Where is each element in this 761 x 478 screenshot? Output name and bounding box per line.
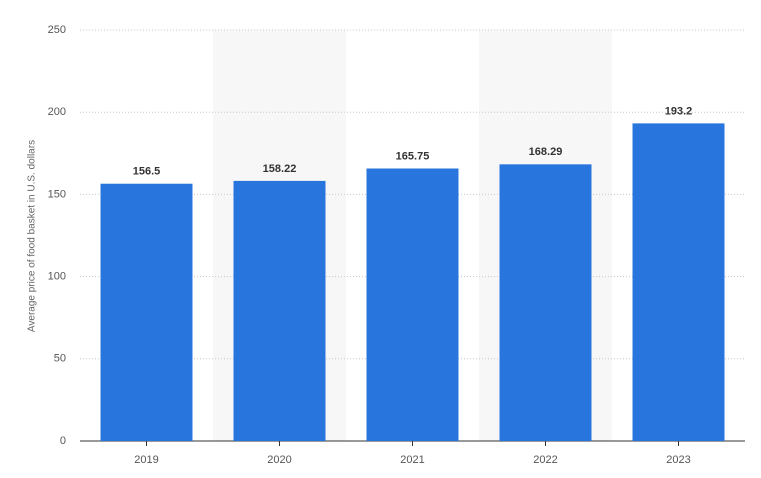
- value-label: 168.29: [529, 146, 563, 158]
- x-tick-label: 2021: [400, 454, 424, 466]
- y-tick-label: 100: [48, 271, 66, 283]
- x-tick-label: 2022: [533, 454, 557, 466]
- y-tick-label: 200: [48, 106, 66, 118]
- y-axis-label: Average price of food basket in U.S. dol…: [27, 140, 38, 332]
- x-tick-label: 2019: [134, 454, 158, 466]
- bar: [632, 123, 725, 441]
- value-label: 193.2: [665, 105, 693, 117]
- y-tick-label: 150: [48, 188, 66, 200]
- value-label: 158.22: [263, 163, 297, 175]
- bar: [233, 180, 326, 441]
- bar: [366, 168, 459, 441]
- y-tick-label: 250: [48, 24, 66, 36]
- value-label: 156.5: [133, 166, 161, 178]
- x-tick-label: 2020: [267, 454, 291, 466]
- y-tick-label: 0: [60, 435, 66, 447]
- x-tick-label: 2023: [666, 454, 690, 466]
- y-tick-label: 50: [54, 353, 66, 365]
- bar: [499, 164, 592, 441]
- bar: [100, 183, 193, 442]
- value-label: 165.75: [396, 150, 430, 162]
